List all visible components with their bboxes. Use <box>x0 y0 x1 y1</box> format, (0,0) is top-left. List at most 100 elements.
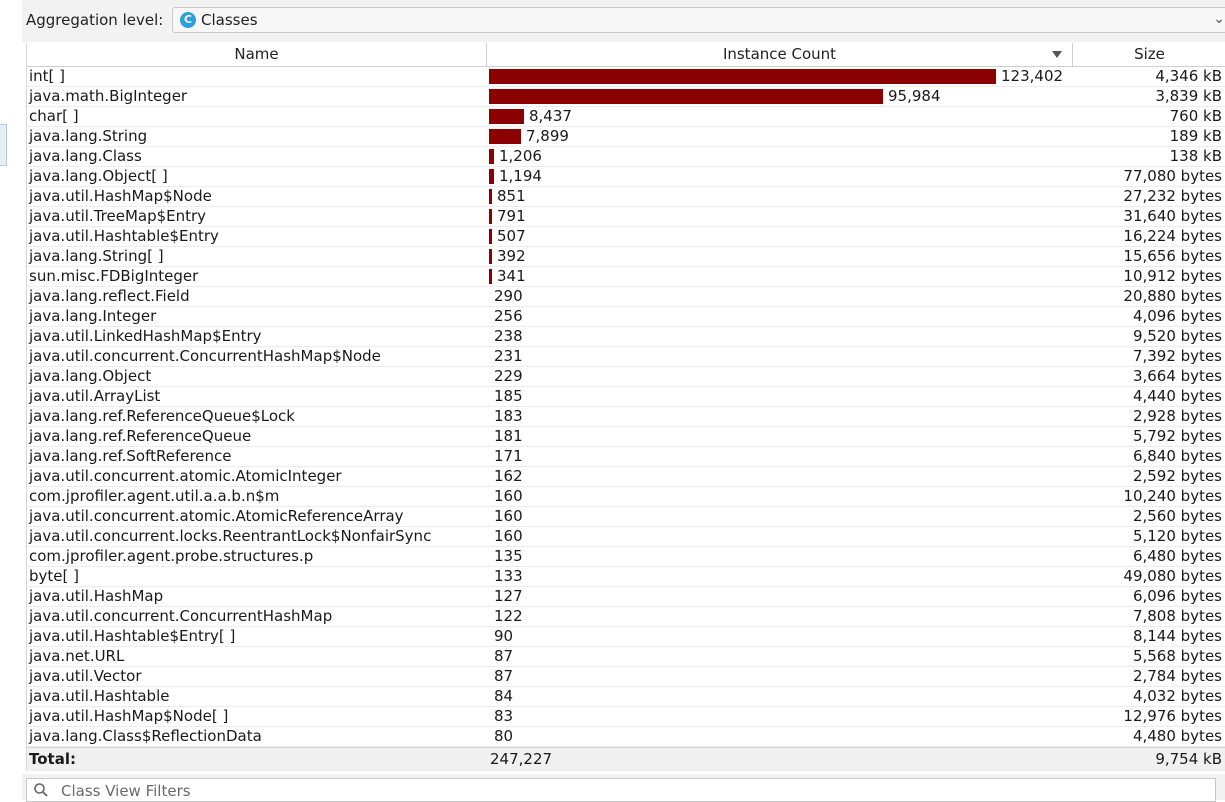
instance-count-bar <box>489 129 521 144</box>
class-view-filter-input[interactable] <box>59 780 1163 802</box>
panel-collapse-handle[interactable] <box>0 124 7 166</box>
table-row[interactable]: java.lang.String[ ] 392 15,656 bytes <box>27 247 1225 267</box>
size-cell: 5,568 bytes <box>1132 647 1222 665</box>
table-row[interactable]: java.util.concurrent.locks.ReentrantLock… <box>27 527 1225 547</box>
class-name-cell: java.util.concurrent.ConcurrentHashMap$N… <box>29 347 381 365</box>
instance-count-cell: 135 <box>487 547 1073 566</box>
column-header-name[interactable]: Name <box>27 43 487 66</box>
size-cell: 27,232 bytes <box>1123 187 1222 205</box>
aggregation-level-label: Aggregation level: <box>26 11 164 29</box>
instance-count-cell: 95,984 <box>487 87 1073 106</box>
column-header-size[interactable]: Size <box>1134 45 1165 63</box>
instance-count-cell: 1,206 <box>487 147 1073 166</box>
table-row[interactable]: java.util.Hashtable$Entry 507 16,224 bytes <box>27 227 1225 247</box>
size-cell: 15,656 bytes <box>1123 247 1222 265</box>
table-row[interactable]: byte[ ] 133 49,080 bytes <box>27 567 1225 587</box>
table-row[interactable]: java.lang.Class 1,206 138 kB <box>27 147 1225 167</box>
instance-count-value: 791 <box>497 207 526 225</box>
instance-count-cell: 238 <box>487 327 1073 346</box>
size-cell: 77,080 bytes <box>1123 167 1222 185</box>
size-cell: 2,560 bytes <box>1132 507 1222 525</box>
table-row[interactable]: java.lang.String 7,899 189 kB <box>27 127 1225 147</box>
table-row[interactable]: java.net.URL 87 5,568 bytes <box>27 647 1225 667</box>
table-row[interactable]: java.util.concurrent.ConcurrentHashMap 12… <box>27 607 1225 627</box>
instance-count-value: 80 <box>494 727 514 745</box>
size-cell: 16,224 bytes <box>1123 227 1222 245</box>
instance-count-value: 507 <box>497 227 526 245</box>
table-row[interactable]: com.jprofiler.agent.util.a.a.b.n$m 160 10,… <box>27 487 1225 507</box>
size-cell: 3,839 kB <box>1155 87 1222 105</box>
class-name-cell: java.util.concurrent.ConcurrentHashMap <box>29 607 333 625</box>
instance-count-value: 229 <box>494 367 523 385</box>
size-cell: 3,664 bytes <box>1132 367 1222 385</box>
class-name-cell: char[ ] <box>29 107 79 125</box>
instance-count-cell: 160 <box>487 487 1073 506</box>
sort-descending-icon <box>1052 51 1062 58</box>
size-cell: 2,784 bytes <box>1132 667 1222 685</box>
class-name-cell: java.lang.ref.ReferenceQueue <box>29 427 252 445</box>
filter-bar <box>22 774 1225 802</box>
table-row[interactable]: java.util.HashMap$Node[ ] 83 12,976 bytes <box>27 707 1225 727</box>
instance-count-bar <box>489 169 494 184</box>
table-row[interactable]: java.lang.ref.ReferenceQueue$Lock 183 2,92… <box>27 407 1225 427</box>
instance-count-bar <box>489 269 492 284</box>
table-row[interactable]: java.util.concurrent.ConcurrentHashMap$N… <box>27 347 1225 367</box>
table-row[interactable]: java.lang.Object 229 3,664 bytes <box>27 367 1225 387</box>
table-row[interactable]: java.util.Vector 87 2,784 bytes <box>27 667 1225 687</box>
table-row[interactable]: java.lang.ref.ReferenceQueue 181 5,792 byt… <box>27 427 1225 447</box>
table-row[interactable]: java.util.concurrent.atomic.AtomicIntege… <box>27 467 1225 487</box>
table-row[interactable]: java.util.HashMap 127 6,096 bytes <box>27 587 1225 607</box>
size-cell: 189 kB <box>1169 127 1222 145</box>
table-row[interactable]: java.math.BigInteger 95,984 3,839 kB <box>27 87 1225 107</box>
class-view-filter-field[interactable] <box>26 778 1216 802</box>
class-name-cell: int[ ] <box>29 67 66 85</box>
instance-count-cell: 87 <box>487 647 1073 666</box>
class-name-cell: java.lang.String[ ] <box>29 247 164 265</box>
instance-count-cell: 7,899 <box>487 127 1073 146</box>
table-row[interactable]: java.lang.Object[ ] 1,194 77,080 bytes <box>27 167 1225 187</box>
aggregation-level-select[interactable]: C Classes ⌄ <box>172 7 1225 33</box>
instance-count-value: 341 <box>497 267 526 285</box>
table-row[interactable]: sun.misc.FDBigInteger 341 10,912 bytes <box>27 267 1225 287</box>
instance-count-cell: 181 <box>487 427 1073 446</box>
chevron-down-icon[interactable]: ⌄ <box>1213 11 1225 27</box>
instance-count-value: 160 <box>494 527 523 545</box>
class-name-cell: com.jprofiler.agent.probe.structures.p <box>29 547 314 565</box>
table-row[interactable]: java.util.HashMap$Node 851 27,232 bytes <box>27 187 1225 207</box>
instance-count-cell: 392 <box>487 247 1073 266</box>
search-icon[interactable] <box>33 782 49 798</box>
table-row[interactable]: char[ ] 8,437 760 kB <box>27 107 1225 127</box>
size-cell: 6,096 bytes <box>1132 587 1222 605</box>
instance-count-cell: 83 <box>487 707 1073 726</box>
size-cell: 760 kB <box>1169 107 1222 125</box>
table-row[interactable]: java.util.concurrent.atomic.AtomicRefere… <box>27 507 1225 527</box>
class-name-cell: java.lang.Object[ ] <box>29 167 168 185</box>
table-row[interactable]: java.lang.ref.SoftReference 171 6,840 byte… <box>27 447 1225 467</box>
class-name-cell: java.util.ArrayList <box>29 387 161 405</box>
column-header-instance-count[interactable]: Instance Count <box>487 43 1073 66</box>
class-name-cell: java.util.concurrent.locks.ReentrantLock… <box>29 527 432 545</box>
instance-count-value: 1,206 <box>499 147 542 165</box>
table-row[interactable]: java.util.LinkedHashMap$Entry 238 9,520 by… <box>27 327 1225 347</box>
instance-count-value: 162 <box>494 467 523 485</box>
table-row[interactable]: java.util.Hashtable 84 4,032 bytes <box>27 687 1225 707</box>
size-cell: 5,792 bytes <box>1132 427 1222 445</box>
table-row[interactable]: java.lang.Class$ReflectionData 80 4,480 by… <box>27 727 1225 747</box>
size-cell: 4,096 bytes <box>1132 307 1222 325</box>
table-row[interactable]: java.util.Hashtable$Entry[ ] 90 8,144 byte… <box>27 627 1225 647</box>
instance-count-cell: 851 <box>487 187 1073 206</box>
table-row[interactable]: java.lang.Integer 256 4,096 bytes <box>27 307 1225 327</box>
instance-count-cell: 185 <box>487 387 1073 406</box>
instance-count-value: 171 <box>494 447 523 465</box>
instance-count-cell: 8,437 <box>487 107 1073 126</box>
class-name-cell: java.util.Hashtable <box>29 687 170 705</box>
table-row[interactable]: int[ ] 123,402 4,346 kB <box>27 67 1225 87</box>
class-name-cell: sun.misc.FDBigInteger <box>29 267 199 285</box>
class-name-cell: java.util.HashMap$Node <box>29 187 212 205</box>
size-cell: 20,880 bytes <box>1123 287 1222 305</box>
table-row[interactable]: com.jprofiler.agent.probe.structures.p 13… <box>27 547 1225 567</box>
table-row[interactable]: java.util.ArrayList 185 4,440 bytes <box>27 387 1225 407</box>
table-row[interactable]: java.util.TreeMap$Entry 791 31,640 bytes <box>27 207 1225 227</box>
table-header: Name Instance Count Size <box>27 43 1225 67</box>
table-row[interactable]: java.lang.reflect.Field 290 20,880 bytes <box>27 287 1225 307</box>
